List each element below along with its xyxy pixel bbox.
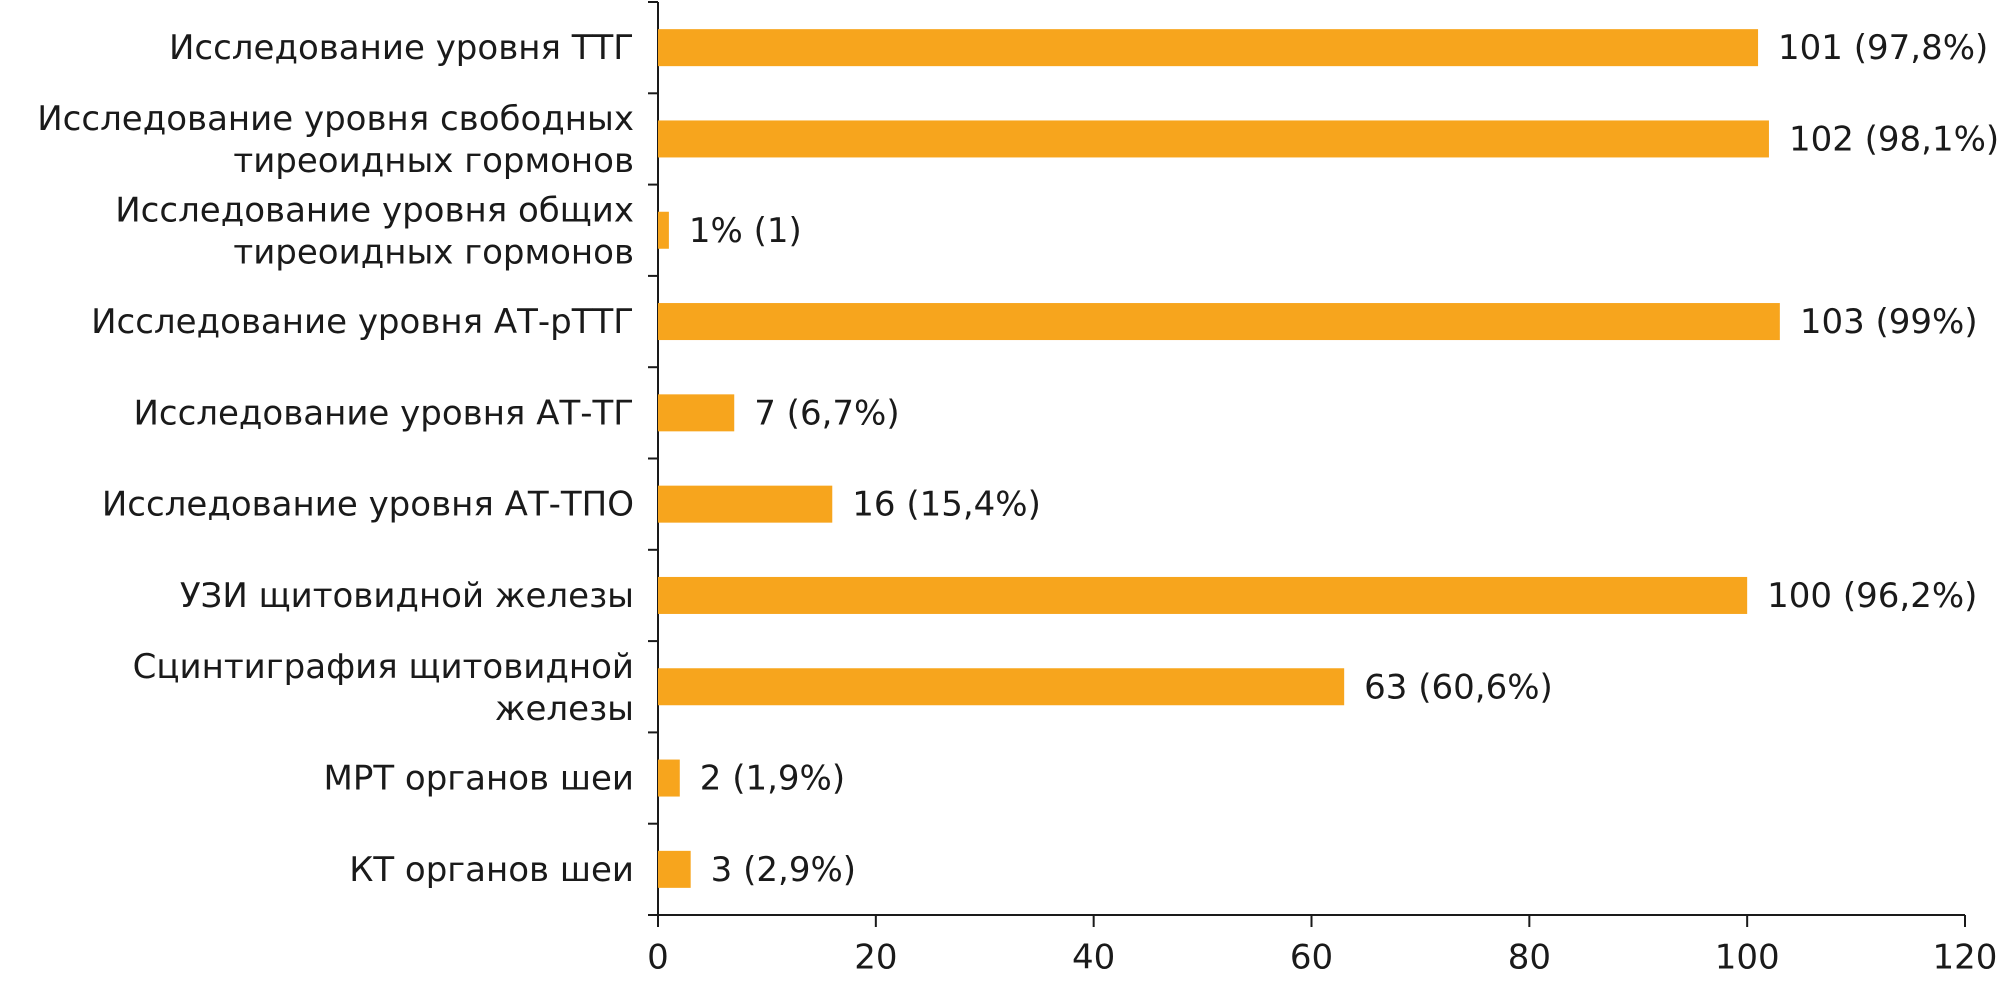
y-tick-label: Исследование уровня АТ-ТГ [133, 393, 634, 433]
y-tick-label: МРТ органов шеи [324, 759, 635, 799]
y-tick-label: КТ органов шеи [349, 850, 634, 890]
value-label: 63 (60,6%) [1364, 667, 1553, 707]
x-tick-label: 20 [854, 938, 897, 978]
bar [658, 303, 1780, 341]
bar [658, 850, 691, 888]
bar [658, 576, 1748, 614]
bar [658, 759, 680, 797]
x-tick-label: 80 [1508, 938, 1551, 978]
bar [658, 29, 1759, 67]
y-tick-label: Исследование уровня общих тиреоидных горм… [115, 190, 634, 272]
y-tick-label: Исследование уровня АТ-рТТГ [91, 302, 634, 342]
value-label: 3 (2,9%) [711, 850, 856, 890]
value-label: 101 (97,8%) [1778, 28, 1988, 68]
x-tick-label: 40 [1072, 938, 1115, 978]
y-tick-label: Исследование уровня АТ-ТПО [102, 485, 634, 525]
y-tick-label: Исследование уровня ТТГ [169, 28, 634, 68]
bar [658, 211, 669, 249]
value-label: 16 (15,4%) [852, 485, 1041, 525]
value-label: 102 (98,1%) [1789, 119, 1999, 159]
bar [658, 120, 1769, 158]
bar [658, 394, 735, 432]
value-label: 100 (96,2%) [1767, 576, 1977, 616]
bar [658, 485, 833, 523]
y-tick-label: Исследование уровня свободных тиреоидных … [37, 98, 634, 180]
x-tick-label: 100 [1715, 938, 1780, 978]
y-tick-label: Сцинтиграфия щитовидной железы [133, 646, 634, 728]
x-tick-label: 120 [1933, 938, 1998, 978]
value-label: 103 (99%) [1800, 302, 1978, 342]
value-label: 1% (1) [689, 211, 802, 251]
value-label: 2 (1,9%) [700, 759, 845, 799]
y-tick-label: УЗИ щитовидной железы [180, 576, 634, 616]
value-label: 7 (6,7%) [754, 393, 899, 433]
x-tick-label: 0 [647, 938, 669, 978]
bar [658, 668, 1345, 706]
x-tick-label: 60 [1290, 938, 1333, 978]
